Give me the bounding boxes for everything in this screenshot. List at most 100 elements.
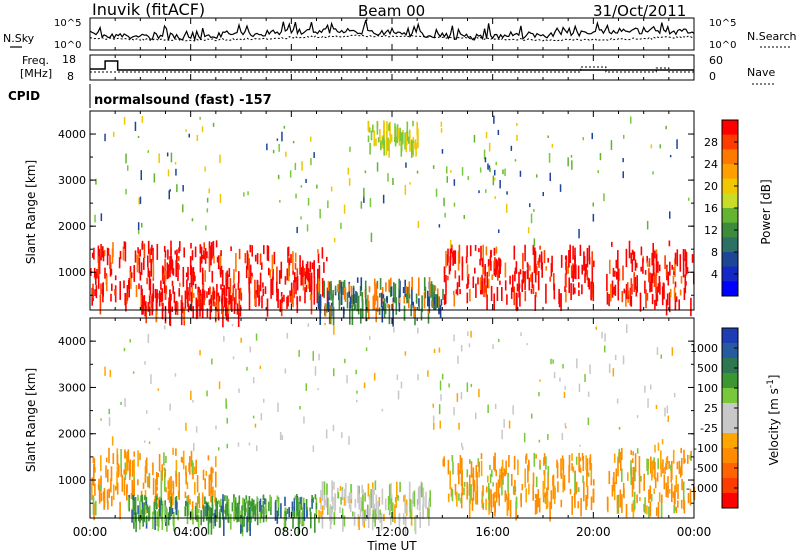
power-echo <box>387 137 389 152</box>
velocity-echo <box>565 426 567 429</box>
power-echo <box>669 288 672 298</box>
power-echo <box>529 265 531 271</box>
power-echo <box>545 283 547 304</box>
velocity-echo <box>461 481 464 496</box>
power-echo <box>264 286 267 294</box>
power-echo <box>487 259 490 267</box>
velocity-echo <box>158 454 161 472</box>
power-echo <box>398 297 401 303</box>
velocity-echo <box>245 495 248 500</box>
power-echo <box>515 261 518 274</box>
velocity-echo <box>112 484 115 500</box>
power-echo <box>531 272 534 289</box>
velocity-echo <box>492 344 494 349</box>
power-echo <box>584 273 586 283</box>
power-echo <box>467 176 469 180</box>
velocity-echo <box>448 383 450 388</box>
velocity-echo <box>252 415 255 419</box>
power-echo <box>94 289 96 297</box>
velocity-echo <box>468 343 471 348</box>
velocity-echo <box>525 453 528 460</box>
colorbar-swatch <box>722 252 738 268</box>
power-echo <box>461 167 464 176</box>
velocity-echo <box>476 486 479 505</box>
power-echo <box>330 186 333 192</box>
power-echo <box>296 276 299 291</box>
velocity-echo <box>265 498 267 514</box>
power-echo <box>445 250 447 268</box>
velocity-echo <box>621 494 623 513</box>
velocity-scatter <box>91 322 696 537</box>
velocity-echo <box>390 516 392 525</box>
power-echo <box>674 292 677 311</box>
velocity-echo <box>369 335 371 340</box>
power-echo <box>606 292 609 305</box>
power-echo <box>497 269 499 281</box>
power-echo <box>181 302 184 314</box>
power-echo <box>296 226 298 234</box>
power-echo <box>390 134 393 142</box>
velocity-echo <box>442 458 445 467</box>
velocity-echo <box>650 456 652 474</box>
power-echo <box>610 140 613 150</box>
velocity-echo <box>575 481 578 492</box>
velocity-echo <box>568 455 571 471</box>
power-echo <box>440 128 443 133</box>
colorbar-swatch <box>722 193 738 209</box>
power-echo <box>498 264 500 278</box>
power-echo <box>300 216 302 220</box>
power-echo <box>294 162 297 170</box>
velocity-echo <box>547 434 549 440</box>
power-echo <box>302 260 304 272</box>
velocity-echo <box>687 454 689 464</box>
velocity-echo <box>405 504 407 514</box>
power-echo <box>553 273 555 291</box>
velocity-echo <box>673 505 675 514</box>
freq-tick-top: 18 <box>62 53 76 66</box>
power-echo <box>404 132 406 150</box>
power-echo <box>176 184 178 193</box>
velocity-echo <box>671 483 673 503</box>
power-echo <box>617 250 619 270</box>
noise-left-label: N.Sky <box>3 32 35 45</box>
power-echo <box>370 130 373 141</box>
power-echo <box>254 279 256 299</box>
power-echo <box>352 287 355 305</box>
power-echo <box>332 306 335 326</box>
power-echo <box>524 271 526 290</box>
power-echo <box>95 271 97 285</box>
power-echo <box>327 200 329 209</box>
velocity-echo <box>252 377 255 384</box>
velocity-echo <box>332 424 335 432</box>
power-echo <box>133 265 136 282</box>
velocity-echo <box>417 487 420 505</box>
velocity-echo <box>225 398 227 408</box>
power-echo <box>449 248 452 266</box>
power-echo <box>149 301 151 316</box>
power-echo <box>292 288 294 308</box>
power-echo <box>504 168 506 177</box>
velocity-echo <box>463 481 466 487</box>
power-echo <box>388 123 390 131</box>
power-echo <box>477 277 479 285</box>
power-echo <box>236 303 239 315</box>
power-echo <box>217 255 220 270</box>
velocity-echo <box>249 516 251 536</box>
power-echo <box>200 296 202 309</box>
power-echo <box>653 272 656 287</box>
velocity-echo <box>646 505 648 515</box>
power-echo <box>496 286 499 301</box>
power-echo <box>361 291 364 302</box>
velocity-echo <box>532 484 534 501</box>
power-echo <box>145 305 147 324</box>
power-echo <box>523 272 525 277</box>
velocity-echo <box>587 391 590 397</box>
power-echo <box>266 298 269 317</box>
velocity-echo <box>259 510 262 524</box>
velocity-echo <box>191 460 194 473</box>
power-echo <box>427 309 430 324</box>
velocity-echo <box>305 499 308 509</box>
velocity-echo <box>370 489 372 508</box>
power-echo <box>278 143 280 152</box>
power-echo <box>603 193 605 202</box>
